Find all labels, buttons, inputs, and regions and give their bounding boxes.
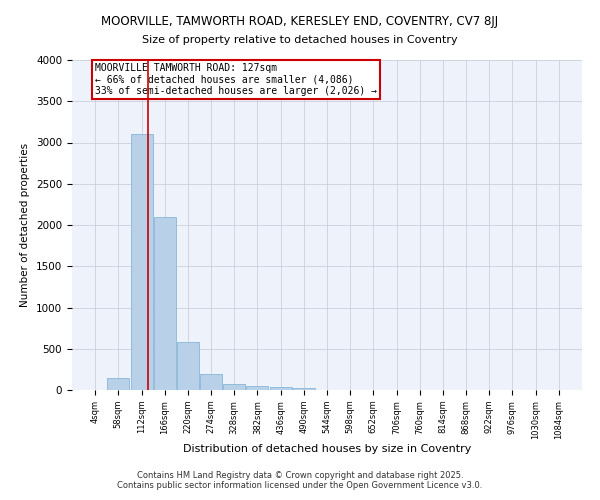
X-axis label: Distribution of detached houses by size in Coventry: Distribution of detached houses by size … <box>183 444 471 454</box>
Bar <box>177 342 199 390</box>
Text: MOORVILLE, TAMWORTH ROAD, KERESLEY END, COVENTRY, CV7 8JJ: MOORVILLE, TAMWORTH ROAD, KERESLEY END, … <box>101 15 499 28</box>
Text: MOORVILLE TAMWORTH ROAD: 127sqm
← 66% of detached houses are smaller (4,086)
33%: MOORVILLE TAMWORTH ROAD: 127sqm ← 66% of… <box>95 64 377 96</box>
Bar <box>154 217 176 390</box>
Bar <box>200 374 222 390</box>
Bar <box>107 378 130 390</box>
Bar <box>131 134 152 390</box>
Bar <box>247 386 268 390</box>
Bar <box>269 386 292 390</box>
Text: Size of property relative to detached houses in Coventry: Size of property relative to detached ho… <box>142 35 458 45</box>
Bar <box>223 384 245 390</box>
Bar <box>293 388 315 390</box>
Text: Contains HM Land Registry data © Crown copyright and database right 2025.
Contai: Contains HM Land Registry data © Crown c… <box>118 470 482 490</box>
Y-axis label: Number of detached properties: Number of detached properties <box>20 143 31 307</box>
